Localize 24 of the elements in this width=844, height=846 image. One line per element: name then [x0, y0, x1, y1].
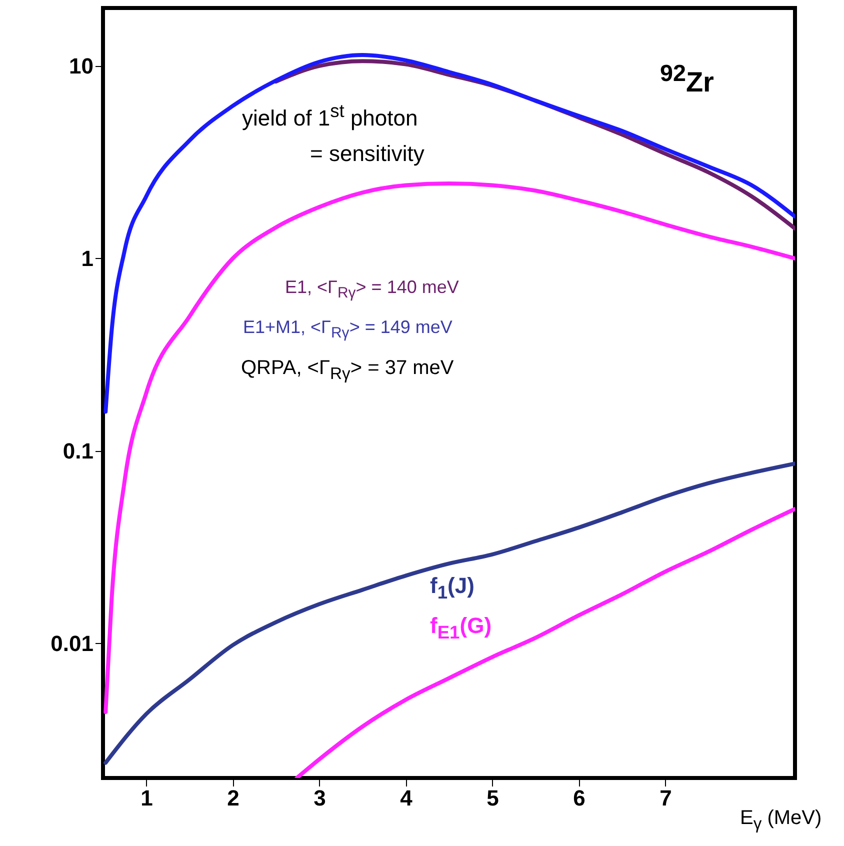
- y-tick-label: 0.01: [50, 630, 94, 656]
- annotation: QRPA, <Γ$_{Rγ}$> = 37 meV: [241, 357, 454, 383]
- y-tick-label: 10: [69, 53, 94, 78]
- line-series: [104, 182, 795, 714]
- annotation: $^{92}$Zr: [660, 60, 714, 98]
- annotation: f$_{1}$(J): [430, 573, 474, 602]
- line-series: [104, 52, 795, 414]
- y-tick-label: 0.1: [62, 438, 94, 464]
- x-axis-title: E$_{γ}$ (MeV): [740, 807, 822, 833]
- annotation: f$_{E1}$(G): [430, 613, 492, 642]
- y-tick-label: 1: [81, 246, 94, 271]
- line-series: [104, 462, 795, 765]
- annotation: E1, <Γ$_{Rγ}$> = 140 meV: [285, 277, 459, 302]
- x-tick-label: 1: [140, 786, 153, 810]
- x-tick-label: 2: [227, 786, 240, 810]
- line-series: [294, 506, 795, 778]
- x-tick-label: 4: [400, 786, 414, 810]
- x-tick-label: 6: [573, 786, 586, 810]
- annotation: E1+M1, <Γ$_{Rγ}$> = 149 meV: [243, 317, 452, 342]
- x-tick-label: 5: [486, 786, 499, 810]
- x-tick-label: 7: [660, 786, 672, 810]
- x-tick-label: 3: [314, 786, 326, 810]
- annotation: = sensitivity: [310, 141, 424, 166]
- annotation: yield of 1$^{st}$ photon: [242, 100, 418, 130]
